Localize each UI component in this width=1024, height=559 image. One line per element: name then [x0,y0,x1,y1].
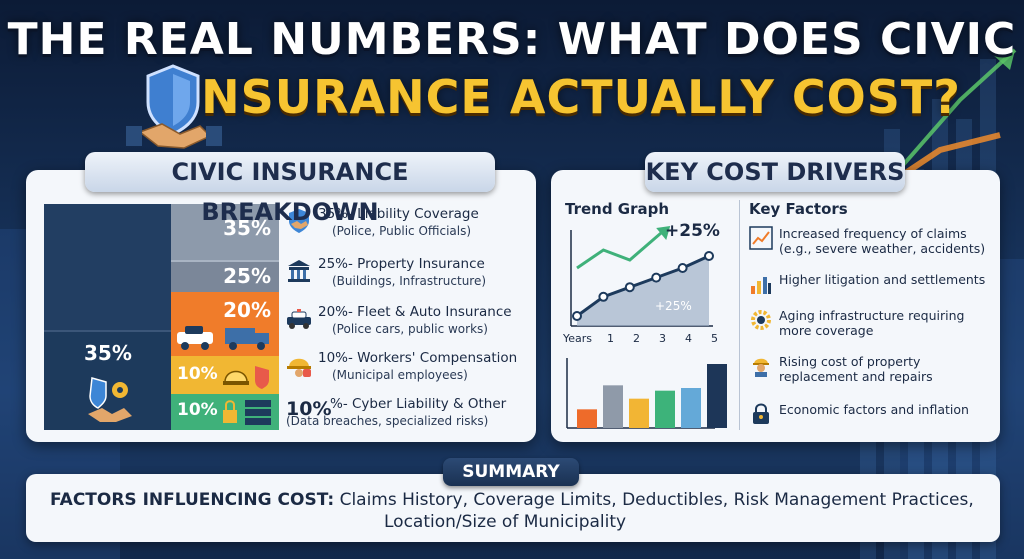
factor-text: Aging infrastructure requiring more cove… [779,308,965,338]
trend-point [598,291,609,302]
trend-point [572,311,582,321]
legend-sub-text: (Police, Public Officials) [332,224,472,238]
factor-text: Increased frequency of claims (e.g., sev… [779,226,986,256]
summary-line-1: FACTORS INFLUENCING COST: Claims History… [50,490,974,510]
trend-point [624,282,635,293]
trend-x-tick: 5 [711,332,718,345]
trend-x-tick: 3 [659,332,666,345]
shield-handshake-icon [126,64,222,149]
cost-drivers-panel: Trend Graph Years 1 2 3 4 5 +25% +25% Key Fac… [551,170,1000,442]
trend-x-tick: 1 [607,332,614,345]
legend-item-fleet: 20%- Fleet & Auto Insurance (Police cars… [286,304,536,344]
legend-item-property: 25%- Property Insurance (Buildings, Infr… [286,256,536,296]
drivers-heading: KEY COST DRIVERS [645,152,905,192]
worker-icon [753,358,769,377]
lock-icon [753,403,769,424]
trend-point [704,251,714,261]
trend-arrow-line [576,230,664,270]
bar-mark [603,385,623,428]
trend-inner-label: +25% [655,299,692,313]
hard-hat-icon [287,358,311,377]
trend-point [677,263,688,273]
trend-arrow-head [656,226,671,240]
trend-x-tick: 4 [685,332,692,345]
legend-sub-text: (Police cars, public works) [332,322,488,336]
gear-icon [751,310,771,330]
legend-sub-text: (Buildings, Infrastructure) [332,274,487,288]
handshake-icon [289,209,309,233]
trend-graph-title: Trend Graph [565,200,670,218]
legend-item-cyber: 10% %- Cyber Liability & Other (Data bre… [286,396,536,436]
factor-text: Higher litigation and settlements [779,272,986,287]
legend-item-workers: 10%- Workers' Compensation (Municipal em… [286,350,536,390]
building-icon [288,260,310,282]
factor-item-property-cost: Rising cost of property replacement and … [749,354,994,388]
bar-mark [707,364,727,428]
panel-divider [739,200,740,430]
treemap-cell-cyber: 10% [171,394,279,430]
page-title-line1: THE REAL NUMBERS: WHAT DOES CIVIC [7,14,1017,65]
bar-mark [655,390,675,428]
legend-big-pct: 10% [286,398,332,420]
factor-item-litigation: Higher litigation and settlements [749,272,994,296]
trend-up-icon [749,226,773,250]
bar-mark [681,388,701,428]
legend-main-text: 25%- Property Insurance [318,256,485,272]
treemap-cell-pct: 25% [223,264,271,288]
bar-chart-icon [751,277,771,294]
treemap-cell-fleet: 20% [171,292,279,356]
breakdown-heading: CIVIC INSURANCE BREAKDOWN [85,152,495,226]
trend-graph: Years 1 2 3 4 5 +25% +25% [563,221,727,429]
summary-text-1: Claims History, Coverage Limits, Deducti… [339,490,974,510]
bar-mark [629,398,649,428]
summary-text-2: Location/Size of Municipality [384,512,627,532]
legend-sub-text: (Municipal employees) [332,368,468,382]
treemap-liability-block: 35% [44,204,189,430]
treemap-cell-pct: 10% [177,364,218,384]
summary-label: FACTORS INFLUENCING COST: [50,490,335,510]
insurance-breakdown-panel: 35% 35% 25% 20% 10% 10% [26,170,536,442]
treemap-cell-workers: 10% [171,356,279,394]
vehicles-icon [177,326,269,350]
key-factors-title: Key Factors [749,200,848,218]
legend-main-text: 20%- Fleet & Auto Insurance [318,304,512,320]
factor-text: Economic factors and inflation [779,402,969,417]
legend-main-text: 35%- Liability Coverage [318,206,479,222]
treemap-cell-liability: 35% [171,204,279,260]
legend-sub-text: (Data breaches, specialized risks) [286,414,489,428]
lock-server-icon [223,400,271,425]
treemap-cell-property: 25% [171,260,279,292]
handshake-icon [88,377,132,422]
factor-item-claims: Increased frequency of claims (e.g., sev… [749,226,994,260]
factor-item-infrastructure: Aging infrastructure requiring more cove… [749,308,994,342]
trend-x-tick: 2 [633,332,640,345]
legend-main-text: %- Cyber Liability & Other [330,396,507,412]
summary-tab: SUMMARY [443,458,579,486]
bar-mark [577,409,597,428]
factor-item-economic: Economic factors and inflation [749,402,994,426]
police-car-icon [287,309,311,329]
trend-increase-label: +25% [665,221,720,241]
page-title-line2: INSURANCE ACTUALLY COST? [183,70,961,124]
hard-hat-icon [223,366,269,389]
treemap-big-pct: 35% [84,341,132,365]
treemap-cell-pct: 35% [223,216,271,240]
treemap-cell-pct: 20% [223,298,271,322]
legend-item-liability: 35%- Liability Coverage (Police, Public … [286,206,536,246]
trend-x-axis-title: Years [563,332,592,345]
trend-area [577,256,709,326]
factor-text: Rising cost of property replacement and … [779,354,933,384]
trend-point [651,272,662,283]
legend-main-text: 10%- Workers' Compensation [318,350,518,366]
treemap-cell-pct: 10% [177,400,218,420]
